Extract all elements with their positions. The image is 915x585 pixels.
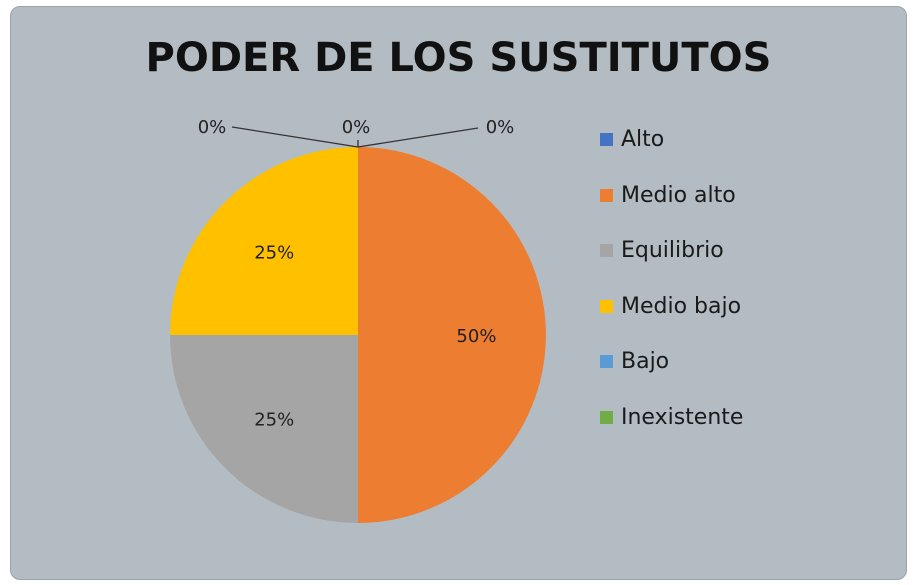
data-label-equilibrio: 25% bbox=[254, 410, 294, 431]
data-label-alto: 0% bbox=[198, 117, 227, 138]
legend-swatch bbox=[600, 299, 613, 313]
pie-slice-medio-bajo bbox=[170, 147, 358, 335]
legend-item-equilibrio: Equilibrio bbox=[600, 223, 743, 279]
leader-lines bbox=[231, 126, 479, 148]
leader-line-alto bbox=[231, 126, 359, 148]
legend: Alto Medio alto Equilibrio Medio bajo Bajo In… bbox=[600, 112, 743, 445]
data-label-medio-bajo: 25% bbox=[254, 242, 294, 263]
data-label-medio-alto: 50% bbox=[456, 326, 496, 347]
pie-slice-equilibrio bbox=[170, 335, 358, 523]
legend-swatch bbox=[600, 244, 613, 258]
pie-slice-medio-alto bbox=[358, 147, 546, 523]
legend-item-inexistente: Inexistente bbox=[600, 390, 743, 446]
legend-label: Medio bajo bbox=[621, 293, 742, 319]
legend-label: Alto bbox=[621, 127, 665, 153]
legend-swatch bbox=[600, 355, 613, 369]
legend-label: Bajo bbox=[621, 349, 670, 375]
legend-label: Equilibrio bbox=[621, 238, 724, 264]
legend-item-alto: Alto bbox=[600, 112, 743, 168]
chart-title: PODER DE LOS SUSTITUTOS bbox=[145, 35, 772, 81]
legend-item-bajo: Bajo bbox=[600, 334, 743, 390]
pie-slices bbox=[170, 147, 546, 523]
data-labels: 50% 25% 25% 0% 0% 0% bbox=[198, 117, 515, 431]
legend-swatch bbox=[600, 133, 613, 147]
legend-label: Medio alto bbox=[621, 182, 736, 208]
legend-item-medio-bajo: Medio bajo bbox=[600, 279, 743, 335]
legend-swatch bbox=[600, 188, 613, 202]
data-label-inexistente: 0% bbox=[486, 117, 515, 138]
legend-item-medio-alto: Medio alto bbox=[600, 168, 743, 224]
data-label-bajo: 0% bbox=[342, 117, 371, 138]
legend-label: Inexistente bbox=[621, 404, 744, 430]
leader-line-inexistente bbox=[357, 127, 479, 148]
legend-swatch bbox=[600, 410, 613, 424]
